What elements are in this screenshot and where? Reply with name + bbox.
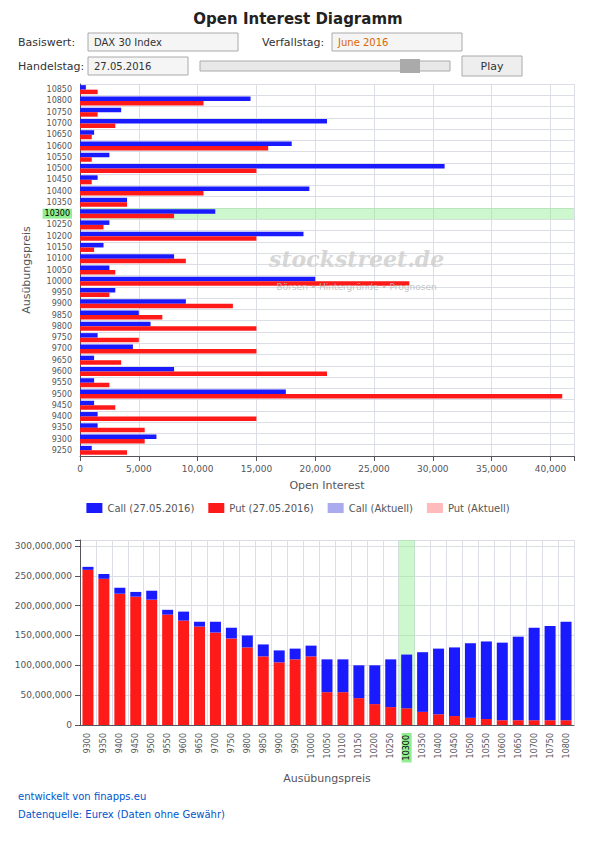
svg-text:300,000,000: 300,000,000 bbox=[15, 541, 73, 551]
svg-text:40,000: 40,000 bbox=[535, 464, 567, 474]
svg-text:50,000,000: 50,000,000 bbox=[20, 690, 72, 700]
svg-text:10750: 10750 bbox=[546, 733, 555, 758]
svg-text:Put (27.05.2016): Put (27.05.2016) bbox=[229, 503, 313, 514]
svg-text:10100: 10100 bbox=[338, 733, 347, 758]
svg-text:9250: 9250 bbox=[52, 446, 72, 455]
svg-text:10400: 10400 bbox=[47, 187, 72, 196]
svg-text:9700: 9700 bbox=[211, 733, 220, 753]
svg-text:9950: 9950 bbox=[291, 733, 300, 753]
svg-text:9900: 9900 bbox=[275, 733, 284, 753]
svg-text:10800: 10800 bbox=[562, 733, 571, 758]
svg-text:9400: 9400 bbox=[115, 733, 124, 753]
svg-text:10650: 10650 bbox=[514, 733, 523, 758]
svg-text:Open Interest: Open Interest bbox=[289, 479, 365, 492]
svg-text:10,000: 10,000 bbox=[182, 464, 214, 474]
svg-text:35,000: 35,000 bbox=[476, 464, 508, 474]
svg-text:Call (27.05.2016): Call (27.05.2016) bbox=[107, 503, 194, 514]
svg-text:9650: 9650 bbox=[195, 733, 204, 753]
svg-text:9700: 9700 bbox=[52, 344, 72, 353]
svg-text:250,000,000: 250,000,000 bbox=[15, 571, 73, 581]
svg-text:9600: 9600 bbox=[179, 733, 188, 753]
svg-text:10550: 10550 bbox=[482, 733, 491, 758]
svg-text:15,000: 15,000 bbox=[241, 464, 273, 474]
svg-text:9550: 9550 bbox=[52, 378, 72, 387]
svg-text:June 2016: June 2016 bbox=[337, 37, 388, 48]
svg-text:10200: 10200 bbox=[370, 733, 379, 758]
svg-text:9300: 9300 bbox=[52, 435, 72, 444]
svg-text:9750: 9750 bbox=[52, 333, 72, 342]
svg-text:100,000,000: 100,000,000 bbox=[15, 660, 73, 670]
svg-text:9400: 9400 bbox=[52, 412, 72, 421]
svg-text:0: 0 bbox=[77, 464, 83, 474]
svg-text:9300: 9300 bbox=[83, 733, 92, 753]
svg-text:10750: 10750 bbox=[47, 108, 72, 117]
svg-text:30,000: 30,000 bbox=[417, 464, 449, 474]
svg-text:10600: 10600 bbox=[47, 142, 72, 151]
svg-text:DAX 30 Index: DAX 30 Index bbox=[94, 37, 162, 48]
svg-text:10150: 10150 bbox=[47, 243, 72, 252]
svg-text:9950: 9950 bbox=[52, 288, 72, 297]
svg-text:9650: 9650 bbox=[52, 356, 72, 365]
svg-text:10800: 10800 bbox=[47, 96, 72, 105]
svg-text:10400: 10400 bbox=[434, 733, 443, 758]
svg-text:10350: 10350 bbox=[47, 198, 72, 207]
svg-text:10650: 10650 bbox=[47, 130, 72, 139]
svg-text:9350: 9350 bbox=[99, 733, 108, 753]
svg-text:9850: 9850 bbox=[52, 311, 72, 320]
svg-text:10300: 10300 bbox=[402, 735, 411, 760]
svg-text:10050: 10050 bbox=[47, 266, 72, 275]
svg-text:10550: 10550 bbox=[47, 153, 72, 162]
svg-text:stockstreet.de: stockstreet.de bbox=[268, 246, 444, 272]
svg-text:Handelstag:: Handelstag: bbox=[18, 60, 84, 73]
svg-text:10350: 10350 bbox=[418, 733, 427, 758]
svg-text:25,000: 25,000 bbox=[358, 464, 390, 474]
svg-text:10300: 10300 bbox=[45, 209, 70, 218]
svg-text:9500: 9500 bbox=[52, 390, 72, 399]
svg-text:10250: 10250 bbox=[47, 220, 72, 229]
svg-text:entwickelt von finapps.eu: entwickelt von finapps.eu bbox=[18, 791, 146, 802]
svg-text:10250: 10250 bbox=[386, 733, 395, 758]
svg-text:10500: 10500 bbox=[466, 733, 475, 758]
svg-text:0: 0 bbox=[66, 720, 72, 730]
svg-text:9350: 9350 bbox=[52, 423, 72, 432]
svg-text:Play: Play bbox=[481, 60, 504, 73]
svg-text:Put (Aktuell): Put (Aktuell) bbox=[448, 503, 510, 514]
svg-text:Open Interest Diagramm: Open Interest Diagramm bbox=[193, 10, 402, 28]
svg-text:10150: 10150 bbox=[354, 733, 363, 758]
svg-text:9600: 9600 bbox=[52, 367, 72, 376]
svg-text:9900: 9900 bbox=[52, 299, 72, 308]
svg-text:10600: 10600 bbox=[498, 733, 507, 758]
svg-text:20,000: 20,000 bbox=[299, 464, 331, 474]
svg-text:Ausübungspreis: Ausübungspreis bbox=[20, 226, 33, 314]
svg-text:10050: 10050 bbox=[323, 733, 332, 758]
svg-text:9450: 9450 bbox=[52, 401, 72, 410]
svg-text:9850: 9850 bbox=[259, 733, 268, 753]
svg-text:9550: 9550 bbox=[163, 733, 172, 753]
svg-text:10000: 10000 bbox=[307, 733, 316, 758]
svg-text:10450: 10450 bbox=[47, 175, 72, 184]
svg-text:9800: 9800 bbox=[52, 322, 72, 331]
svg-text:10100: 10100 bbox=[47, 254, 72, 263]
svg-text:9450: 9450 bbox=[131, 733, 140, 753]
svg-text:Datenquelle: Eurex (Daten ohne: Datenquelle: Eurex (Daten ohne Gewähr) bbox=[18, 809, 225, 820]
svg-text:Börsen • Hintergründe • Progno: Börsen • Hintergründe • Prognosen bbox=[277, 282, 437, 292]
svg-text:Basiswert:: Basiswert: bbox=[18, 36, 75, 49]
svg-text:10500: 10500 bbox=[47, 164, 72, 173]
svg-text:Verfallstag:: Verfallstag: bbox=[262, 36, 324, 49]
svg-text:10700: 10700 bbox=[530, 733, 539, 758]
svg-text:10200: 10200 bbox=[47, 232, 72, 241]
svg-text:27.05.2016: 27.05.2016 bbox=[94, 61, 151, 72]
svg-text:10700: 10700 bbox=[47, 119, 72, 128]
svg-text:9800: 9800 bbox=[243, 733, 252, 753]
svg-text:200,000,000: 200,000,000 bbox=[15, 601, 73, 611]
svg-text:150,000,000: 150,000,000 bbox=[15, 630, 73, 640]
svg-text:9750: 9750 bbox=[227, 733, 236, 753]
svg-text:10000: 10000 bbox=[47, 277, 72, 286]
svg-text:10450: 10450 bbox=[450, 733, 459, 758]
svg-text:9500: 9500 bbox=[147, 733, 156, 753]
svg-text:Call (Aktuell): Call (Aktuell) bbox=[349, 503, 413, 514]
svg-text:10850: 10850 bbox=[47, 85, 72, 94]
svg-text:5,000: 5,000 bbox=[126, 464, 152, 474]
svg-text:Ausübungspreis: Ausübungspreis bbox=[283, 772, 371, 785]
